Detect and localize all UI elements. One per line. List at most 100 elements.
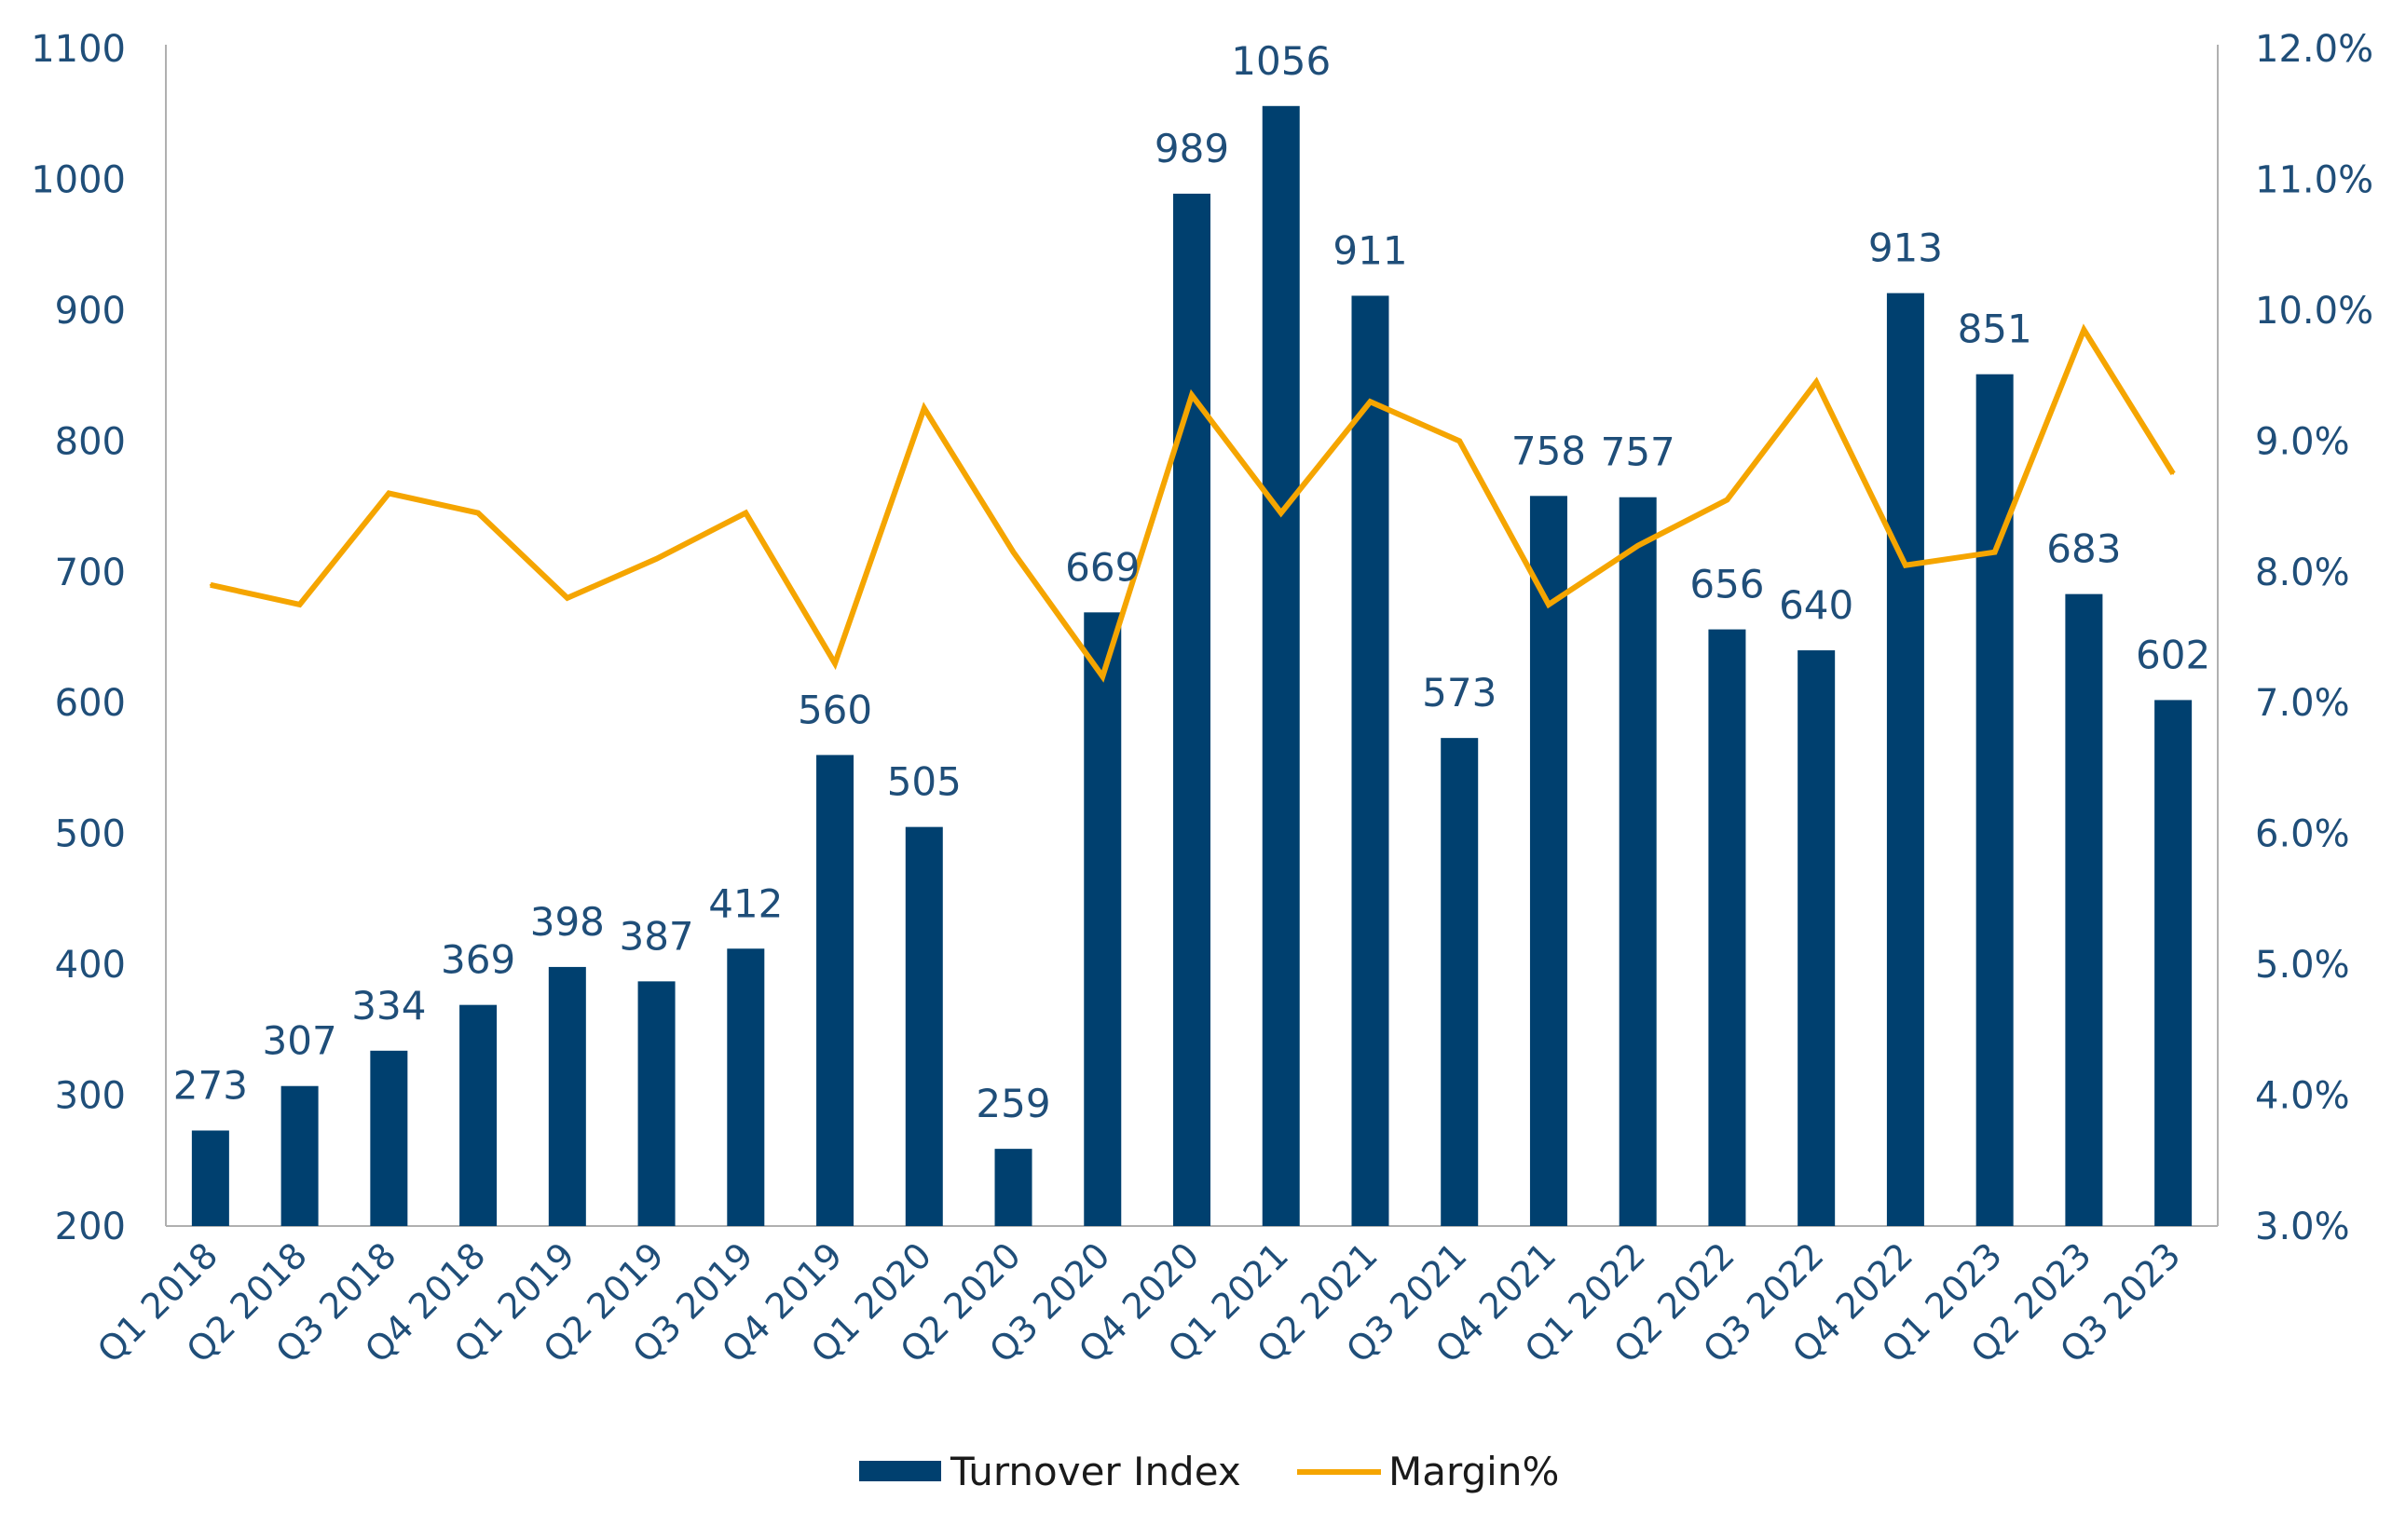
bar-data-label: 398: [530, 899, 605, 945]
bar-data-label: 656: [1689, 562, 1764, 607]
right-axis-tick-label: 11.0%: [2255, 158, 2373, 201]
legend-swatch-turnover-index: [859, 1461, 941, 1481]
bar-data-label: 307: [263, 1018, 337, 1064]
bar-data-label: 602: [2136, 632, 2210, 677]
left-axis-tick-label: 300: [55, 1075, 126, 1118]
bar-data-label: 683: [2046, 526, 2121, 572]
line-point: [298, 603, 301, 606]
bar: [1886, 293, 1924, 1226]
bar: [1619, 497, 1657, 1226]
bar-data-label: 640: [1779, 582, 1853, 628]
bar-data-label: 1056: [1231, 38, 1331, 84]
right-axis-tick-label: 5.0%: [2255, 944, 2350, 987]
line-point: [834, 662, 837, 665]
bar-data-label: 573: [1422, 670, 1497, 715]
line-point: [1815, 381, 1818, 384]
bar-data-label: 387: [619, 913, 693, 959]
bar-data-label: 369: [441, 937, 515, 983]
line-point: [388, 492, 390, 495]
line-point: [1458, 440, 1461, 443]
bar-data-label: 560: [798, 687, 872, 732]
line-point: [1547, 603, 1550, 606]
left-axis-tick-label: 200: [55, 1206, 126, 1248]
bar: [1084, 612, 1122, 1226]
bar: [994, 1149, 1032, 1226]
bar-data-label: 989: [1155, 126, 1229, 171]
right-axis-tick-label: 4.0%: [2255, 1075, 2350, 1118]
bar-series-turnover-index: [191, 105, 2193, 1227]
bar: [727, 948, 765, 1226]
bar: [1708, 629, 1746, 1226]
left-y-axis: 200 300 400 500 600 700 800 900 1000 1100: [31, 28, 126, 1248]
line-point: [1904, 564, 1907, 566]
bar-data-label: 669: [1065, 544, 1140, 590]
bar-data-label: 851: [1958, 307, 2032, 352]
bar-data-label: 505: [887, 759, 962, 805]
line-point: [2083, 328, 2085, 331]
bar: [1262, 105, 1300, 1227]
line-point: [1279, 511, 1282, 514]
line-point: [1369, 401, 1372, 403]
bar-data-label: 913: [1868, 225, 1943, 271]
bar: [1975, 374, 2014, 1226]
bar-data-label: 273: [173, 1062, 248, 1108]
right-axis-tick-label: 3.0%: [2255, 1206, 2350, 1248]
bar: [459, 1004, 498, 1226]
bar: [1441, 738, 1479, 1226]
left-axis-tick-label: 400: [55, 944, 126, 987]
line-point: [745, 511, 747, 514]
bar: [280, 1085, 319, 1226]
bar: [1797, 650, 1836, 1226]
line-point: [566, 596, 568, 599]
bar: [2154, 700, 2193, 1226]
line-point: [209, 583, 212, 586]
right-axis-tick-label: 6.0%: [2255, 813, 2350, 856]
bar: [2065, 593, 2103, 1226]
bar: [1173, 193, 1210, 1227]
bar-data-label: 757: [1601, 429, 1675, 475]
legend: Turnover Index Margin%: [859, 1449, 1559, 1494]
right-axis-tick-label: 12.0%: [2255, 28, 2373, 71]
left-axis-tick-label: 500: [55, 813, 126, 856]
bar: [191, 1130, 229, 1226]
line-point: [2172, 472, 2175, 475]
legend-label-margin: Margin%: [1388, 1449, 1559, 1494]
left-axis-tick-label: 900: [55, 290, 126, 333]
bar-data-label: 412: [708, 880, 783, 926]
right-axis-tick-label: 9.0%: [2255, 420, 2350, 463]
bar-data-label: 334: [351, 983, 426, 1029]
line-point: [923, 407, 925, 410]
left-axis-tick-label: 1100: [31, 28, 126, 71]
left-axis-tick-label: 600: [55, 682, 126, 725]
right-axis-tick-label: 8.0%: [2255, 552, 2350, 594]
legend-label-turnover-index: Turnover Index: [950, 1449, 1241, 1494]
bar: [905, 826, 943, 1226]
bar: [548, 966, 586, 1226]
bar: [1351, 295, 1389, 1226]
bar: [637, 981, 676, 1226]
left-axis-tick-label: 800: [55, 420, 126, 463]
line-point: [1101, 675, 1104, 678]
line-point: [477, 511, 480, 514]
right-y-axis: 3.0% 4.0% 5.0% 6.0% 7.0% 8.0% 9.0% 10.0% 11.0% 12…: [2255, 28, 2373, 1248]
bar: [370, 1050, 408, 1226]
right-axis-tick-label: 10.0%: [2255, 290, 2373, 333]
line-series-margin: [209, 323, 2176, 683]
bar-data-labels: 273 307 334 369 398 387 412 560 505 259 669 9891056…: [173, 38, 2210, 1126]
right-axis-tick-label: 7.0%: [2255, 682, 2350, 725]
bar-data-label: 911: [1333, 227, 1407, 273]
bar-data-label: 758: [1511, 428, 1586, 473]
line-point: [1636, 544, 1639, 547]
line-point: [1726, 498, 1729, 501]
left-axis-tick-label: 700: [55, 552, 126, 594]
line-point: [655, 557, 658, 560]
line-point: [1191, 394, 1193, 397]
left-axis-tick-label: 1000: [31, 158, 126, 201]
bar-data-label: 259: [976, 1081, 1050, 1126]
bar: [1529, 496, 1567, 1226]
line-point: [1993, 551, 1996, 553]
bar: [816, 755, 854, 1226]
line-point: [1012, 551, 1015, 553]
